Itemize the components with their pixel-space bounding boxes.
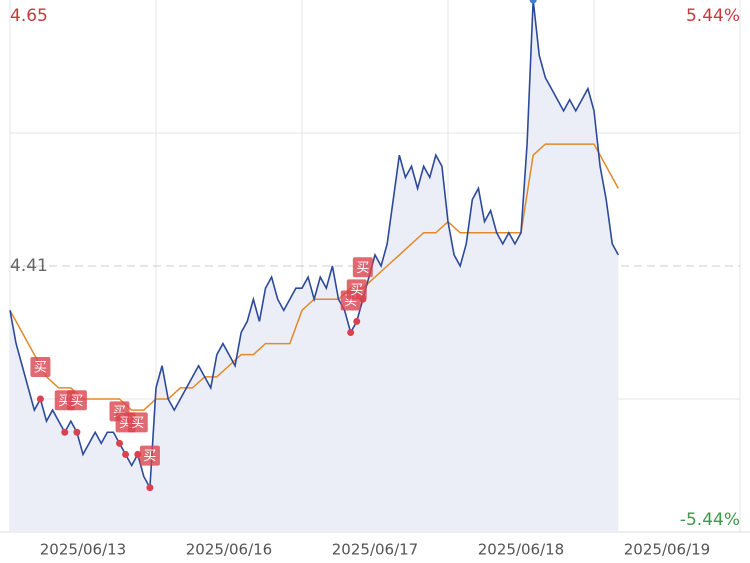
trade-dot [347, 329, 355, 336]
trade-badge [346, 279, 367, 300]
trade-dot [353, 317, 361, 325]
trade-dot [146, 484, 154, 492]
trade-dot [36, 395, 44, 403]
trade-badge [30, 357, 51, 377]
date-label: 2025/06/18 [478, 541, 564, 559]
y-tick-label: 4.41 [10, 256, 48, 276]
trade-badge [66, 390, 87, 411]
trade-label: 买 [350, 283, 363, 298]
trade-dot [73, 428, 81, 436]
trade-badge [127, 412, 148, 433]
trade-dot [122, 450, 130, 458]
date-label: 2025/06/19 [624, 541, 710, 559]
trade-badge [139, 445, 160, 466]
top-price: 4.65 [10, 6, 48, 26]
bottom-pct: -5.44% [680, 510, 740, 530]
top-pct: 5.44% [686, 6, 740, 26]
date-label: 2025/06/17 [332, 541, 418, 559]
trade-label: 买 [34, 361, 47, 376]
date-label: 2025/06/16 [186, 541, 272, 559]
trade-badge [352, 257, 373, 278]
trade-dot [359, 295, 367, 303]
trade-label: 买 [356, 261, 369, 276]
trade-dot [134, 450, 142, 458]
trade-dot [61, 428, 69, 436]
date-label: 2025/06/13 [40, 541, 126, 559]
trade-label: 买 [131, 416, 144, 431]
trade-label: 买 [70, 394, 83, 409]
trade-label: 买 [143, 449, 156, 464]
trade-dot [116, 439, 123, 447]
price-line [9, 0, 620, 491]
trade-dot [529, 0, 537, 4]
